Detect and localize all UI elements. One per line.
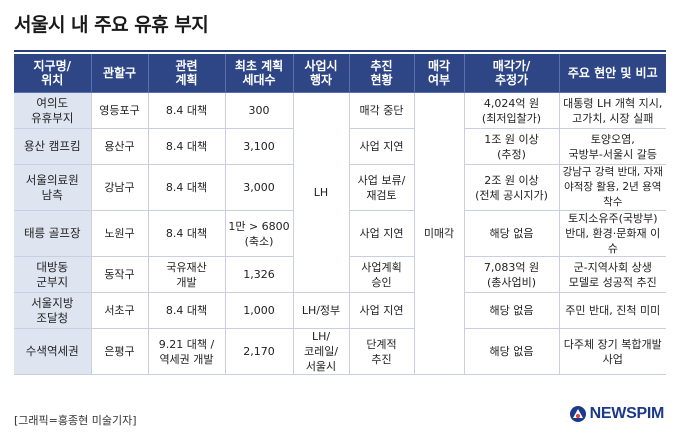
col-header-status: 추진 현황 [348,54,414,93]
location-cell: 여의도 유휴부지 [14,92,91,129]
col-header-issues: 주요 현안 및 비고 [558,54,666,93]
page-title: 서울시 내 주요 유휴 부지 [14,14,209,36]
status-cell: 사업 지연 [348,128,414,165]
vacant-land-table: 지구명/ 위치 관할구 관련 계획 최초 계획 세대수 사업시 행자 추진 현황… [14,54,666,375]
district-cell: 은평구 [90,328,148,375]
status-cell: 매각 중단 [348,92,414,129]
households-cell: 1,000 [224,292,293,329]
plan-cell: 8.4 대책 [147,92,225,129]
households-cell: 1만 > 6800 (축소) [224,210,293,257]
col-header-plan: 관련 계획 [147,54,225,93]
title-divider [14,50,666,52]
plan-cell: 국유재산 개발 [147,256,225,293]
col-header-location: 지구명/ 위치 [14,54,91,93]
status-cell: 사업계획 승인 [348,256,414,293]
households-cell: 300 [224,92,293,129]
col-header-households: 최초 계획 세대수 [224,54,293,93]
price-cell: 1조 원 이상 (추정) [463,128,559,165]
table-row: 대방동 군부지 동작구 국유재산 개발 1,326 사업계획 승인 7,083억… [14,256,666,293]
issues-cell: 주민 반대, 진척 미미 [558,292,666,329]
plan-cell: 9.21 대책 / 역세권 개발 [147,328,225,375]
table-row: 서울의료원 남측 강남구 8.4 대책 3,000 사업 보류/ 재검토 2조 … [14,164,666,211]
status-cell: 사업 지연 [348,210,414,257]
district-cell: 용산구 [90,128,148,165]
issues-cell: 강남구 강력 반대, 자재 야적장 활용, 2년 용역 착수 [558,164,666,211]
table-row: 여의도 유휴부지 영등포구 8.4 대책 300 LH 매각 중단 미매각 4,… [14,92,666,375]
price-cell: 7,083억 원 (총사업비) [463,256,559,293]
plan-cell: 8.4 대책 [147,164,225,211]
location-cell: 대방동 군부지 [14,256,91,293]
table-row: 태릉 골프장 노원구 8.4 대책 1만 > 6800 (축소) 사업 지연 해… [14,210,666,257]
price-cell: 해당 없음 [463,210,559,257]
newspim-logo: NEWSPIM [569,405,664,423]
location-cell: 태릉 골프장 [14,210,91,257]
plan-cell: 8.4 대책 [147,128,225,165]
status-cell: 사업 보류/ 재검토 [348,164,414,211]
newspim-logo-icon [569,406,586,422]
price-cell: 4,024억 원 (최저입찰가) [463,92,559,129]
households-cell: 3,000 [224,164,293,211]
price-cell: 해당 없음 [463,328,559,375]
col-header-operator: 사업시 행자 [292,54,349,93]
col-header-price: 매각가/ 추정가 [463,54,559,93]
location-cell: 용산 캠프킴 [14,128,91,165]
table-header-row: 지구명/ 위치 관할구 관련 계획 최초 계획 세대수 사업시 행자 추진 현황… [14,54,666,93]
issues-cell: 다주체 장기 복합개발 사업 [558,328,666,375]
newspim-logo-text: NEWSPIM [589,405,665,422]
sale-status-cell-merged: 미매각 [413,92,464,375]
plan-cell: 8.4 대책 [147,210,225,257]
households-cell: 3,100 [224,128,293,165]
status-cell: 사업 지연 [348,292,414,329]
issues-cell: 토양오염, 국방부-서울시 갈등 [558,128,666,165]
issues-cell: 토지소유주(국방부) 반대, 환경·문화재 이슈 [558,210,666,257]
households-cell: 2,170 [224,328,293,375]
operator-cell: LH/정부 [292,292,349,329]
district-cell: 영등포구 [90,92,148,129]
issues-cell: 대통령 LH 개혁 지시, 고가치, 시장 실패 [558,92,666,129]
district-cell: 강남구 [90,164,148,211]
location-cell: 서울지방 조달청 [14,292,91,329]
issues-cell: 군-지역사회 상생 모델로 성공적 추진 [558,256,666,293]
households-cell: 1,326 [224,256,293,293]
operator-cell: LH/ 코레일/ 서울시 [292,328,349,375]
location-cell: 서울의료원 남측 [14,164,91,211]
district-cell: 서초구 [90,292,148,329]
location-cell: 수색역세권 [14,328,91,375]
district-cell: 동작구 [90,256,148,293]
col-header-sale-status: 매각 여부 [413,54,464,93]
plan-cell: 8.4 대책 [147,292,225,329]
operator-cell-merged: LH [292,92,349,293]
district-cell: 노원구 [90,210,148,257]
table-row: 수색역세권 은평구 9.21 대책 / 역세권 개발 2,170 LH/ 코레일… [14,328,666,375]
status-cell: 단계적 추진 [348,328,414,375]
price-cell: 해당 없음 [463,292,559,329]
price-cell: 2조 원 이상 (전체 공시지가) [463,164,559,211]
col-header-district: 관할구 [90,54,148,93]
graphic-credit: [그래픽=홍종현 미술기자] [14,414,137,427]
table-row: 용산 캠프킴 용산구 8.4 대책 3,100 사업 지연 1조 원 이상 (추… [14,128,666,165]
table-row: 서울지방 조달청 서초구 8.4 대책 1,000 LH/정부 사업 지연 해당… [14,292,666,329]
